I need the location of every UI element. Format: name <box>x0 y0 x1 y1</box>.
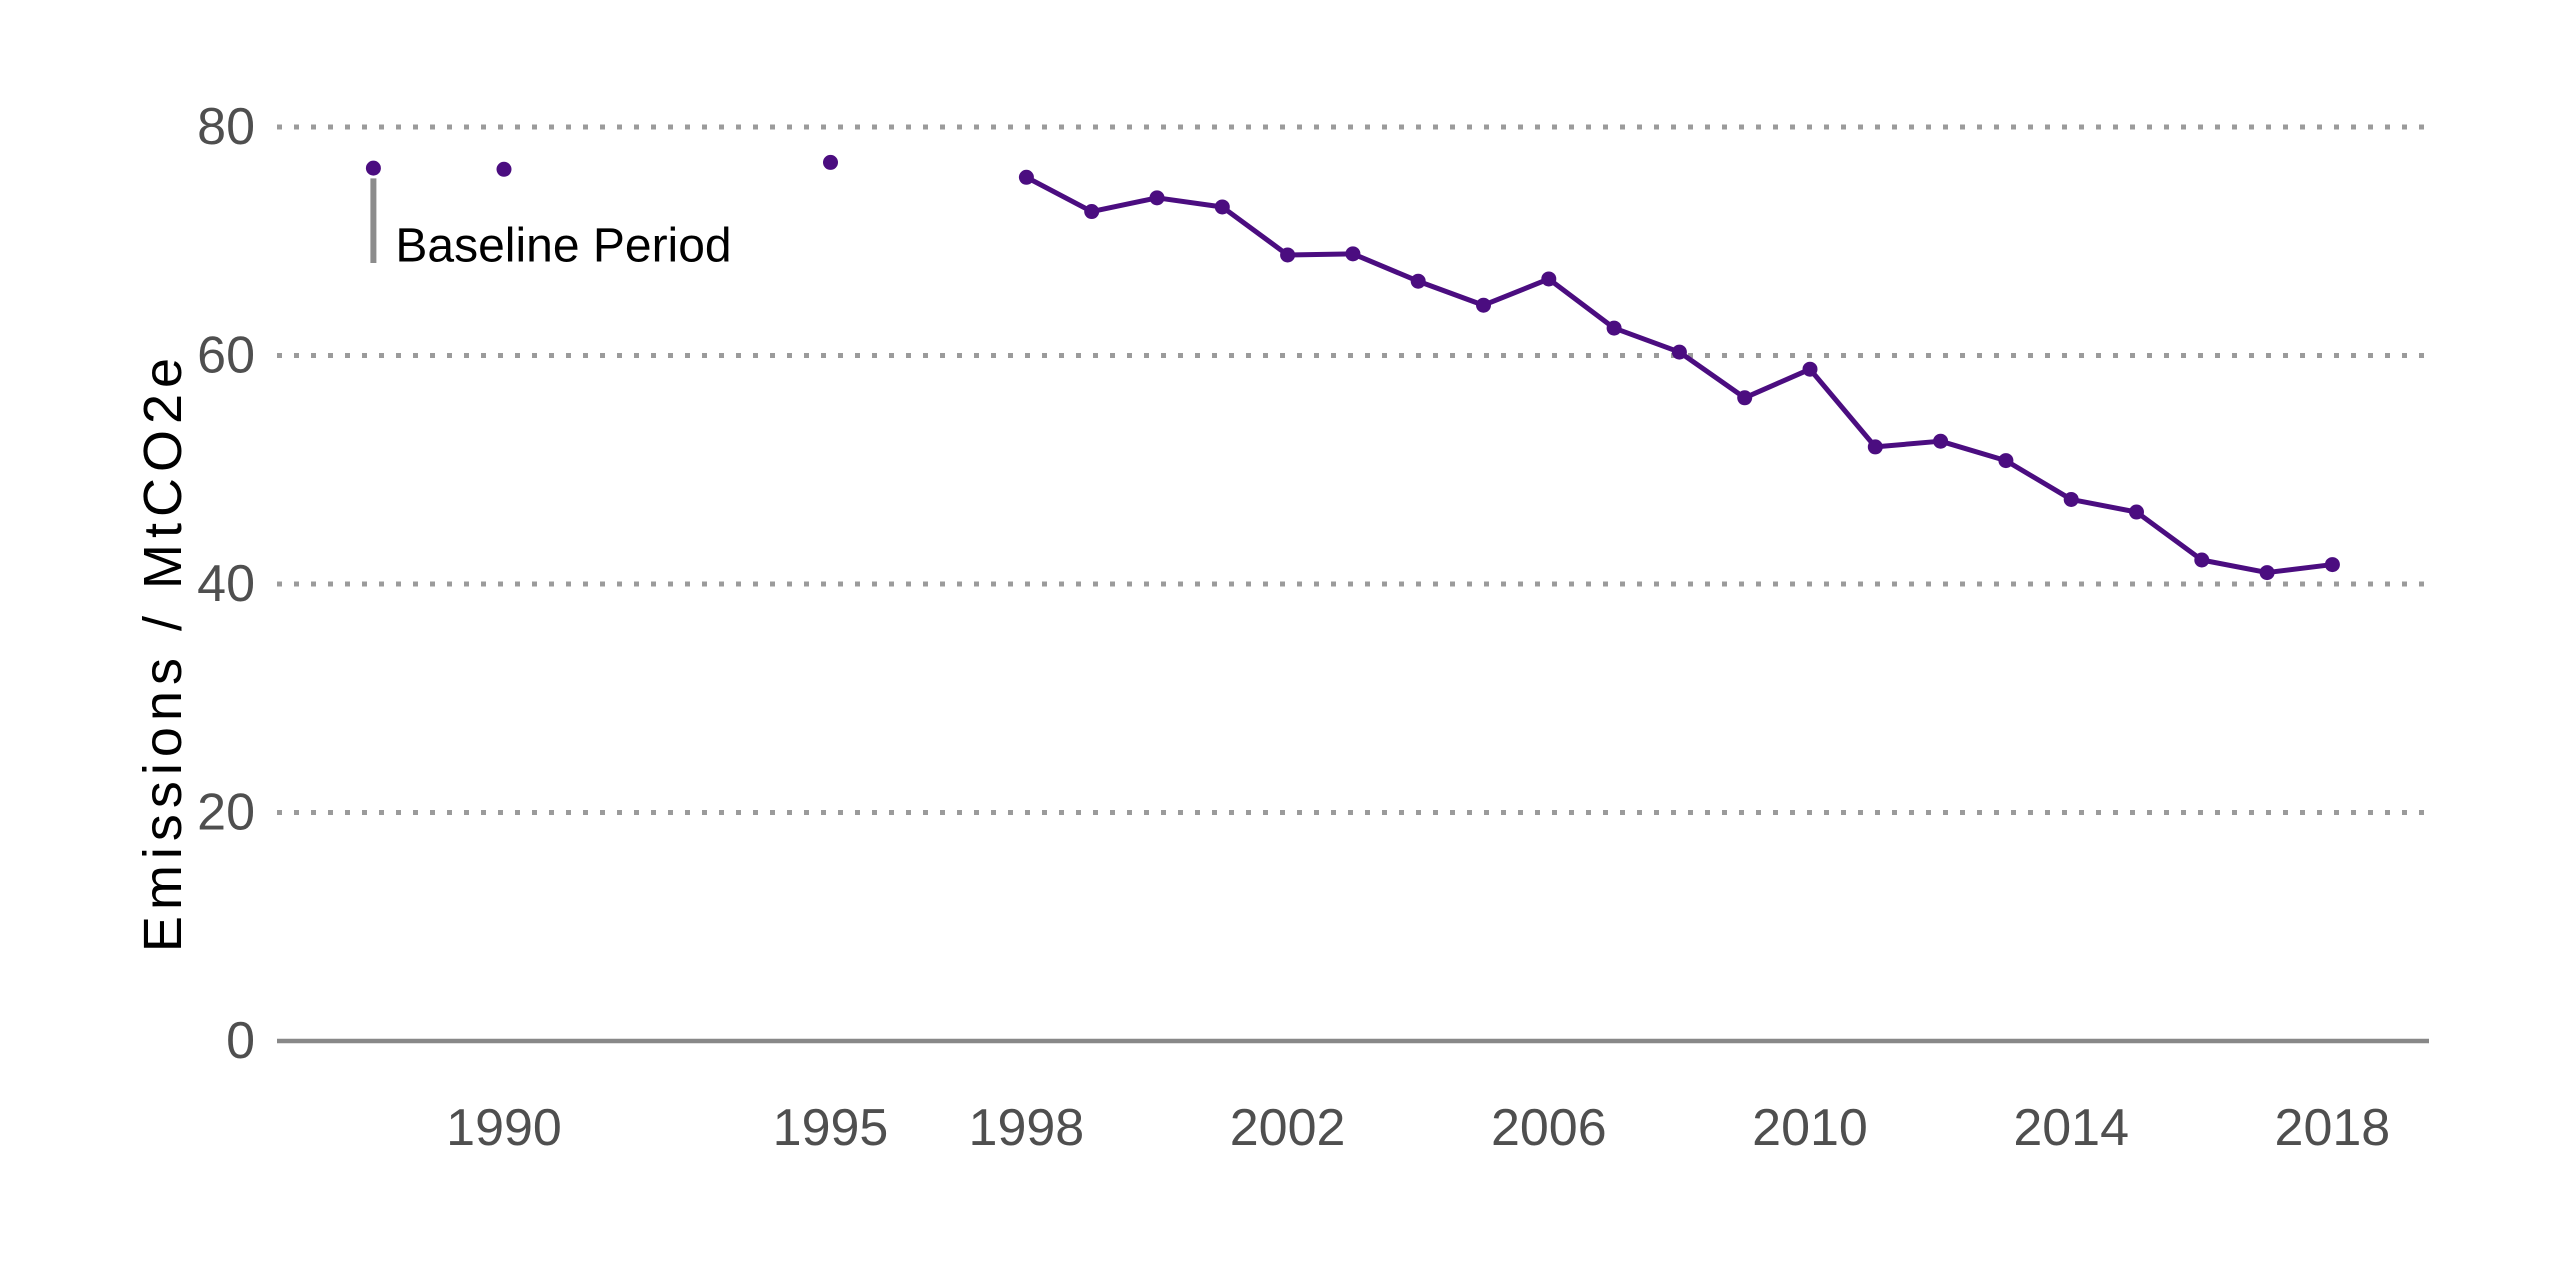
data-point-1990 <box>496 161 512 177</box>
x-tick-label-1995: 1995 <box>773 1099 889 1157</box>
y-tick-label-40: 40 <box>197 555 255 613</box>
data-point-2011 <box>1867 439 1883 455</box>
x-tick-label-1998: 1998 <box>969 1099 1085 1157</box>
series-layer <box>365 154 2340 581</box>
data-point-1988 <box>365 160 381 176</box>
data-point-2006 <box>1541 271 1557 287</box>
x-tick-label-2010: 2010 <box>1752 1099 1868 1157</box>
data-point-2005 <box>1476 297 1491 313</box>
data-point-1998 <box>1018 169 1034 185</box>
y-tick-label-20: 20 <box>197 784 255 842</box>
x-tick-label-2018: 2018 <box>2275 1099 2391 1157</box>
data-point-2009 <box>1737 390 1753 406</box>
y-tick-label-80: 80 <box>197 98 255 156</box>
data-point-2016 <box>2194 552 2210 568</box>
data-point-2008 <box>1671 344 1687 360</box>
data-point-2018 <box>2324 557 2340 573</box>
axis-layer: 0 20 40 60 80 1990 1995 1998 2002 2006 2010 2014 201… <box>197 98 2429 1157</box>
data-point-2017 <box>2259 565 2275 581</box>
annotation-layer: Baseline Period <box>370 178 732 272</box>
data-point-2010 <box>1802 361 1818 377</box>
x-tick-label-2002: 2002 <box>1230 1099 1346 1157</box>
data-point-2015 <box>2129 504 2144 520</box>
data-point-2013 <box>1998 453 2014 469</box>
data-point-2012 <box>1933 433 1949 449</box>
data-point-2002 <box>1280 247 1296 263</box>
data-point-1999 <box>1084 204 1100 220</box>
data-point-2001 <box>1214 199 1230 215</box>
data-point-2014 <box>2063 491 2079 507</box>
data-point-2007 <box>1606 320 1622 336</box>
x-tick-label-2006: 2006 <box>1491 1099 1607 1157</box>
y-tick-label-60: 60 <box>197 327 255 385</box>
x-tick-label-2014: 2014 <box>2013 1099 2129 1157</box>
baseline-period-label: Baseline Period <box>395 219 731 272</box>
x-tick-label-1990: 1990 <box>446 1099 562 1157</box>
y-tick-label-0: 0 <box>226 1012 255 1070</box>
data-point-1995 <box>823 154 838 170</box>
data-point-2004 <box>1410 273 1426 289</box>
data-point-2003 <box>1345 246 1361 262</box>
gridline-layer <box>277 124 2425 815</box>
data-point-2000 <box>1149 190 1165 206</box>
y-axis-title: Emissions / MtCO2e <box>133 352 193 952</box>
